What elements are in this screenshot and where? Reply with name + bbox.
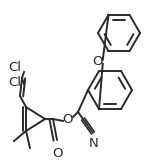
Text: N: N <box>89 137 99 150</box>
Text: Cl: Cl <box>8 75 21 89</box>
Text: Cl: Cl <box>8 60 21 73</box>
Text: O: O <box>63 113 73 125</box>
Text: O: O <box>53 147 63 160</box>
Text: O: O <box>92 55 103 68</box>
